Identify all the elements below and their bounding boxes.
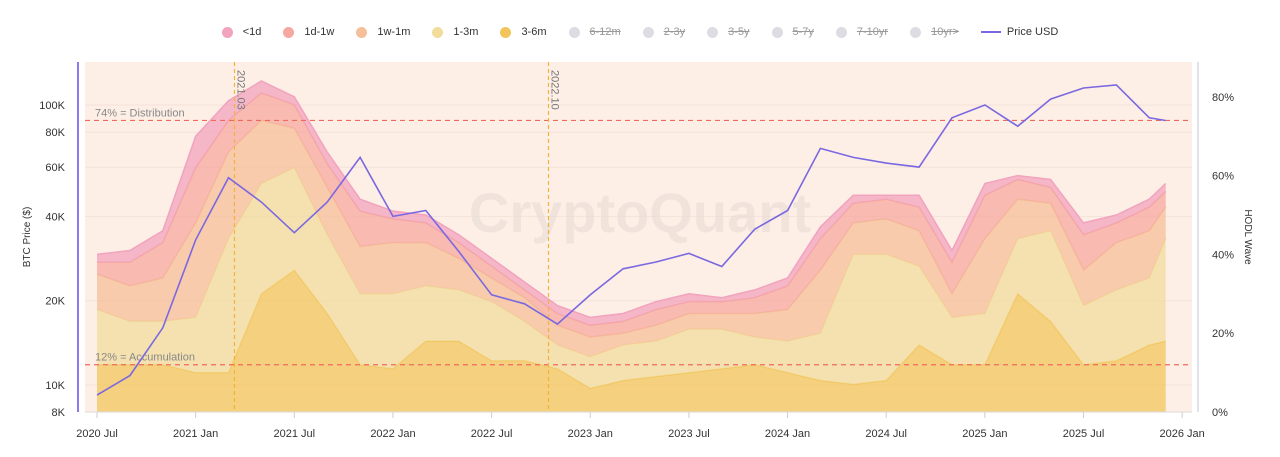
legend-item-1d[interactable]: <1d bbox=[221, 26, 262, 38]
right-tick-label: 20% bbox=[1212, 328, 1234, 340]
legend-label: 5-7y bbox=[792, 26, 814, 38]
legend-item-priceusd[interactable]: Price USD bbox=[980, 26, 1059, 38]
dot-marker-icon bbox=[771, 26, 783, 38]
right-tick-label: 0% bbox=[1212, 407, 1228, 419]
legend-item-57y[interactable]: 5-7y bbox=[771, 26, 814, 38]
legend-item-13m[interactable]: 1-3m bbox=[432, 26, 478, 38]
x-tick-label: 2023 Jul bbox=[668, 428, 710, 440]
left-tick-label: 40K bbox=[45, 211, 65, 223]
legend-item-10yr[interactable]: 10yr> bbox=[910, 26, 959, 38]
line-marker-icon bbox=[980, 31, 1001, 33]
left-axis-title: BTC Price ($) bbox=[22, 207, 33, 268]
x-tick-label: 2022 Jul bbox=[471, 428, 513, 440]
x-tick-label: 2021 Jul bbox=[274, 428, 316, 440]
x-tick-label: 2023 Jan bbox=[568, 428, 613, 440]
right-tick-label: 60% bbox=[1212, 171, 1234, 183]
legend-label: 1w-1m bbox=[377, 26, 411, 38]
dot-marker-icon bbox=[707, 26, 719, 38]
legend-label: 7-10yr bbox=[856, 26, 889, 38]
left-tick-label: 60K bbox=[45, 162, 65, 174]
legend-label: 10yr> bbox=[931, 26, 959, 38]
dot-marker-icon bbox=[283, 26, 295, 38]
left-tick-label: 10K bbox=[45, 380, 65, 392]
area-13m bbox=[97, 167, 1166, 389]
event-line-label: 2022.10 bbox=[548, 70, 560, 110]
x-tick-label: 2022 Jan bbox=[370, 428, 415, 440]
legend-item-612m[interactable]: 6-12m bbox=[568, 26, 621, 38]
legend-item-1w1m[interactable]: 1w-1m bbox=[356, 26, 410, 38]
dot-marker-icon bbox=[356, 26, 368, 38]
dot-marker-icon bbox=[835, 26, 847, 38]
right-tick-label: 80% bbox=[1212, 92, 1234, 104]
legend: <1d 1d-1w 1w-1m 1-3m 3-6m 6-12m 2-3y 3-5y 5-7y 7-… bbox=[0, 26, 1280, 38]
x-tick-label: 2025 Jul bbox=[1063, 428, 1105, 440]
legend-item-710yr[interactable]: 7-10yr bbox=[835, 26, 889, 38]
x-tick-label: 2024 Jul bbox=[865, 428, 907, 440]
legend-label: 3-5y bbox=[728, 26, 750, 38]
dot-marker-icon bbox=[221, 26, 233, 38]
watermark: CryptoQuant bbox=[469, 181, 811, 244]
right-axis-title: HODL Wave bbox=[1242, 209, 1253, 265]
dot-marker-icon bbox=[910, 26, 922, 38]
reference-line-label: 12% = Accumulation bbox=[95, 352, 195, 364]
legend-label: 6-12m bbox=[589, 26, 621, 38]
legend-item-36m[interactable]: 3-6m bbox=[500, 26, 547, 38]
legend-label: 3-6m bbox=[521, 26, 547, 38]
legend-label: 2-3y bbox=[663, 26, 686, 38]
event-line-label: 2021.03 bbox=[234, 70, 246, 110]
dot-marker-icon bbox=[500, 26, 512, 38]
legend-item-1d1w[interactable]: 1d-1w bbox=[283, 26, 334, 38]
price-line bbox=[96, 84, 1166, 396]
dot-marker-icon bbox=[432, 26, 444, 38]
x-tick-label: 2021 Jan bbox=[173, 428, 218, 440]
left-tick-label: 20K bbox=[45, 296, 65, 308]
left-tick-label: 80K bbox=[45, 127, 65, 139]
x-tick-label: 2020 Jul bbox=[76, 428, 118, 440]
left-tick-label: 8K bbox=[52, 407, 66, 419]
legend-label: <1d bbox=[242, 26, 262, 38]
legend-item-35y[interactable]: 3-5y bbox=[707, 26, 750, 38]
x-tick-label: 2024 Jan bbox=[765, 428, 810, 440]
legend-label: 1d-1w bbox=[304, 26, 335, 38]
dot-marker-icon bbox=[642, 26, 654, 38]
area-edge-1d bbox=[96, 80, 1167, 319]
x-tick-label: 2026 Jan bbox=[1160, 428, 1205, 440]
reference-line-label: 74% = Distribution bbox=[95, 107, 185, 119]
area-36m bbox=[97, 270, 1166, 412]
legend-label: Price USD bbox=[1006, 26, 1059, 38]
right-tick-label: 40% bbox=[1212, 249, 1234, 261]
legend-label: 1-3m bbox=[453, 26, 479, 38]
legend-item-23y[interactable]: 2-3y bbox=[642, 26, 686, 38]
x-tick-label: 2025 Jan bbox=[962, 428, 1007, 440]
left-tick-label: 100K bbox=[39, 100, 65, 112]
dot-marker-icon bbox=[568, 26, 580, 38]
